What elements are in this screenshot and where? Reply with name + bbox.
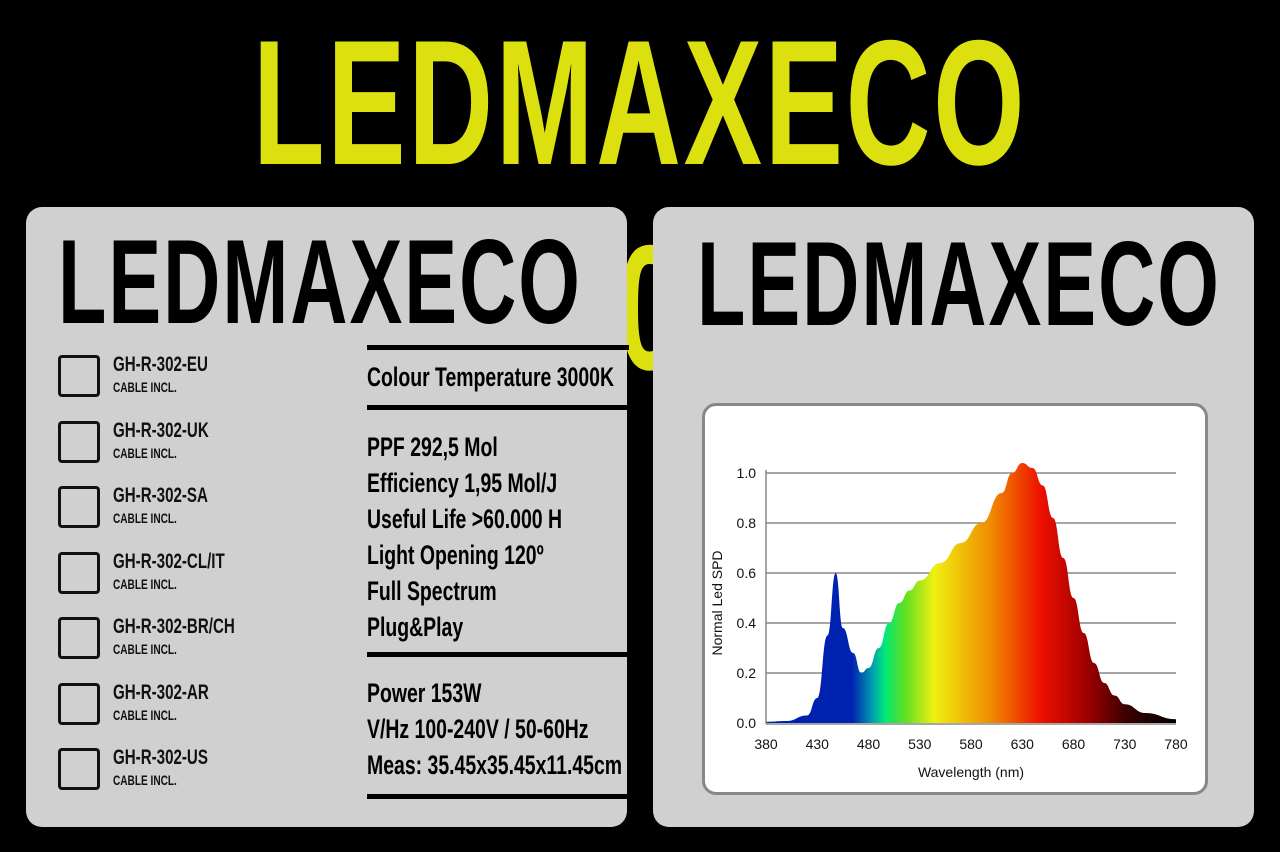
x-tick-label: 480	[857, 736, 881, 752]
spec-line: PPF 292,5 Mol	[367, 432, 498, 462]
option-note: CABLE INCL.	[113, 510, 177, 526]
spec-line: Plug&Play	[367, 612, 464, 642]
x-tick-label: 530	[908, 736, 932, 752]
brand-logo: LEDMAXECO	[697, 217, 1221, 351]
checkbox[interactable]	[58, 551, 100, 594]
y-tick-label: 0.8	[737, 515, 757, 531]
spec-line: Meas: 35.45x35.45x11.45cm	[367, 750, 623, 780]
checkbox[interactable]	[58, 748, 100, 790]
option-code: GH-R-302-UK	[113, 418, 209, 442]
x-tick-label: 580	[959, 736, 983, 752]
x-tick-label: 430	[806, 736, 830, 752]
option-code: GH-R-302-US	[113, 746, 208, 769]
checkbox[interactable]	[58, 420, 100, 463]
y-tick-label: 0.4	[737, 615, 757, 631]
option-code: GH-R-302-SA	[113, 484, 208, 507]
colour-temperature: Colour Temperature 3000K	[367, 362, 615, 392]
brand-logo: LEDMAXECO	[58, 215, 582, 349]
option-code: GH-R-302-CL/IT	[113, 549, 225, 573]
option-note: CABLE INCL.	[113, 444, 177, 461]
spec-line: V/Hz 100-240V / 50-60Hz	[367, 714, 589, 744]
option-code: GH-R-302-BR/CH	[113, 615, 235, 638]
y-tick-label: 0.0	[737, 715, 757, 731]
divider	[367, 405, 629, 410]
option-code: GH-R-302-EU	[113, 353, 208, 376]
x-tick-label: 380	[754, 736, 778, 752]
spec-line: Efficiency 1,95 Mol/J	[367, 468, 558, 498]
y-axis-label: Normal Led SPD	[709, 550, 725, 655]
x-tick-label: 680	[1062, 736, 1086, 752]
divider	[367, 652, 629, 657]
option-note: CABLE INCL.	[113, 641, 177, 657]
option-code: GH-R-302-AR	[113, 680, 209, 704]
checkbox[interactable]	[58, 355, 100, 397]
divider	[367, 794, 629, 799]
x-tick-label: 780	[1164, 736, 1188, 752]
option-note: CABLE INCL.	[113, 706, 177, 723]
y-tick-label: 1.0	[737, 465, 757, 481]
left-panel: LEDMAXECO GH-R-302-EU CABLE INCL. GH-R-3…	[26, 207, 629, 827]
spec-line: Full Spectrum	[367, 576, 497, 606]
spec-line: Power 153W	[367, 678, 482, 708]
x-tick-label: 630	[1011, 736, 1035, 752]
checkbox[interactable]	[58, 486, 100, 528]
x-tick-label: 730	[1113, 736, 1137, 752]
x-axis-label: Wavelength (nm)	[918, 764, 1024, 780]
option-note: CABLE INCL.	[113, 575, 177, 592]
divider	[367, 345, 629, 350]
spec-line: Light Opening 120º	[367, 540, 544, 570]
y-tick-label: 0.2	[737, 665, 757, 681]
y-tick-label: 0.6	[737, 565, 757, 581]
option-note: CABLE INCL.	[113, 772, 177, 788]
spec-line: Useful Life >60.000 H	[367, 504, 563, 534]
option-note: CABLE INCL.	[113, 379, 177, 395]
spd-area	[766, 463, 1176, 723]
checkbox[interactable]	[58, 682, 100, 725]
checkbox[interactable]	[58, 617, 100, 659]
